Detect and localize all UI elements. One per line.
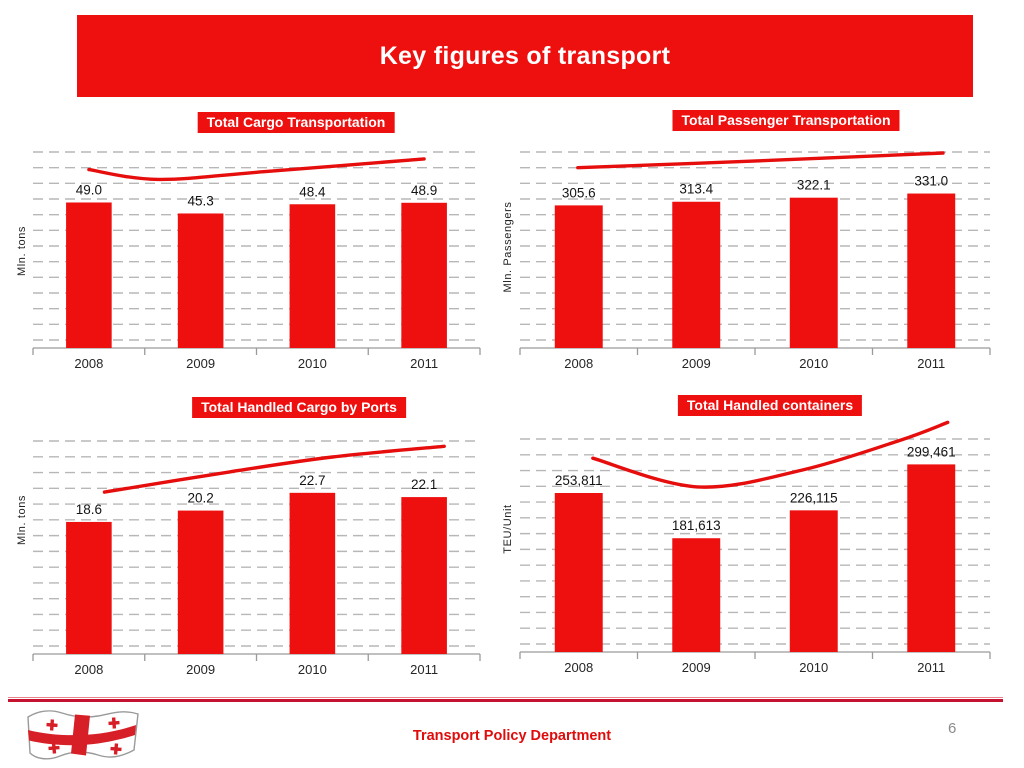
svg-text:2010: 2010 (298, 356, 327, 371)
svg-text:22.1: 22.1 (411, 477, 437, 492)
svg-text:2010: 2010 (799, 356, 828, 371)
svg-text:299,461: 299,461 (907, 444, 956, 459)
chart-total-cargo-transportation: Total Cargo Transportation Mln. tons 49.… (15, 112, 505, 390)
title-banner: Key figures of transport (77, 15, 973, 97)
svg-text:253,811: 253,811 (555, 473, 603, 488)
svg-text:18.6: 18.6 (76, 502, 102, 517)
chart-title: Total Cargo Transportation (197, 112, 395, 133)
svg-text:2010: 2010 (298, 662, 327, 677)
svg-text:305.6: 305.6 (562, 185, 596, 200)
chart-plot: 253,811 2008 181,613 2009 226,115 2010 299,461… (519, 420, 991, 675)
georgia-flag-icon (27, 710, 139, 760)
svg-text:45.3: 45.3 (187, 193, 213, 208)
svg-text:2011: 2011 (917, 660, 945, 675)
chart-plot: 49.0 2008 45.3 2009 48.4 2010 48.9 2011 (32, 151, 481, 371)
footer-divider (8, 697, 1003, 702)
svg-text:331.0: 331.0 (914, 174, 948, 189)
svg-text:49.0: 49.0 (76, 182, 102, 197)
svg-text:2009: 2009 (682, 356, 711, 371)
slide-title: Key figures of transport (379, 41, 671, 70)
chart-plot: 305.6 2008 313.4 2009 322.1 2010 331.0 2011 (519, 151, 991, 371)
svg-text:2008: 2008 (564, 356, 593, 371)
chart-total-passenger-transportation: Total Passenger Transportation Mln. Pass… (500, 110, 1015, 390)
svg-text:2011: 2011 (410, 662, 438, 677)
svg-text:20.2: 20.2 (187, 491, 213, 506)
footer-department: Transport Policy Department (412, 728, 612, 744)
y-axis-label: TEU/Unit (502, 504, 514, 554)
svg-text:22.7: 22.7 (299, 473, 325, 488)
svg-text:2008: 2008 (74, 662, 103, 677)
svg-text:2009: 2009 (186, 356, 215, 371)
svg-text:181,613: 181,613 (672, 518, 721, 533)
y-axis-label: Mln. tons (16, 225, 28, 277)
svg-text:2009: 2009 (682, 660, 711, 675)
svg-text:48.9: 48.9 (411, 183, 437, 198)
svg-text:2011: 2011 (917, 356, 945, 371)
chart-total-handled-containers: Total Handled containers TEU/Unit 253,81… (500, 395, 1015, 692)
svg-text:2010: 2010 (799, 660, 828, 675)
svg-text:313.4: 313.4 (679, 182, 713, 197)
svg-text:2009: 2009 (186, 662, 215, 677)
chart-plot: 18.6 2008 20.2 2009 22.7 2010 22.1 2011 (32, 440, 481, 677)
chart-total-handled-cargo-by-ports: Total Handled Cargo by Ports Mln. tons 1… (15, 397, 505, 692)
svg-text:2011: 2011 (410, 356, 438, 371)
page-number: 6 (948, 720, 957, 737)
svg-text:226,115: 226,115 (790, 490, 838, 505)
svg-text:322.1: 322.1 (797, 178, 831, 193)
svg-text:2008: 2008 (564, 660, 593, 675)
chart-title: Total Passenger Transportation (672, 110, 900, 131)
y-axis-label: Mln. Passengers (502, 201, 514, 293)
y-axis-label: Mln. tons (16, 494, 28, 546)
footer-divider-thick-line (8, 699, 1003, 702)
chart-title: Total Handled Cargo by Ports (192, 397, 406, 418)
chart-title: Total Handled containers (677, 395, 863, 416)
footer-divider-thin-line (8, 697, 1003, 698)
svg-text:2008: 2008 (74, 356, 103, 371)
svg-text:48.4: 48.4 (299, 184, 326, 199)
